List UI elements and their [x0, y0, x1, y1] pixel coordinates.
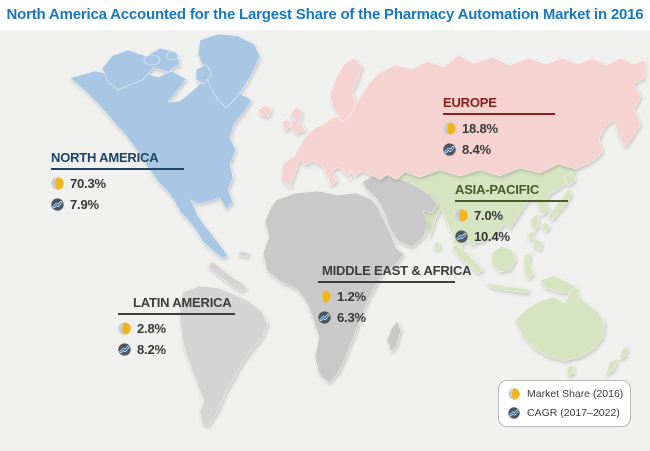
market-share-icon	[318, 290, 331, 303]
region-label-asia-pacific: ASIA-PACIFIC 7.0% 10.4%	[455, 182, 568, 244]
world-map-svg	[69, 33, 646, 427]
europe-landmass	[257, 54, 646, 189]
cagr-icon	[455, 230, 468, 243]
cagr-value: 8.4%	[462, 142, 491, 157]
market-share-row: 1.2%	[318, 289, 455, 304]
world-map	[0, 30, 650, 451]
cagr-row: 6.3%	[318, 310, 455, 325]
cagr-value: 7.9%	[70, 197, 99, 212]
cagr-icon	[118, 343, 131, 356]
cagr-icon	[51, 198, 64, 211]
middle-east-africa-landmass	[262, 173, 439, 384]
cagr-icon	[318, 311, 331, 324]
region-label-middle-east-africa: MIDDLE EAST & AFRICA 1.2% 6.3%	[318, 263, 472, 325]
region-name: LATIN AMERICA	[118, 295, 235, 315]
market-share-row: 7.0%	[455, 208, 568, 223]
legend-cagr-label: CAGR (2017–2022)	[527, 407, 620, 419]
cagr-value: 8.2%	[137, 342, 166, 357]
legend-market-share-label: Market Share (2016)	[527, 388, 624, 400]
asia-pacific-landmass	[392, 149, 629, 377]
market-share-icon	[508, 388, 520, 400]
legend-market-share: Market Share (2016)	[508, 388, 624, 400]
region-name: NORTH AMERICA	[51, 150, 184, 170]
market-share-icon	[443, 122, 456, 135]
cagr-row: 10.4%	[455, 229, 568, 244]
market-share-value: 1.2%	[337, 289, 366, 304]
market-share-value: 18.8%	[462, 121, 498, 136]
cagr-value: 10.4%	[474, 229, 510, 244]
cagr-row: 8.4%	[443, 142, 555, 157]
region-name: EUROPE	[443, 95, 555, 115]
cagr-icon	[443, 143, 456, 156]
region-label-latin-america: LATIN AMERICA 2.8% 8.2%	[118, 295, 235, 357]
market-share-row: 18.8%	[443, 121, 555, 136]
market-share-value: 2.8%	[137, 321, 166, 336]
latin-america-landmass	[179, 250, 269, 427]
region-name: ASIA-PACIFIC	[455, 182, 568, 202]
market-share-value: 7.0%	[474, 208, 503, 223]
market-share-value: 70.3%	[70, 176, 106, 191]
page-title: North America Accounted for the Largest …	[6, 6, 644, 23]
market-share-row: 70.3%	[51, 176, 184, 191]
market-share-icon	[455, 209, 468, 222]
market-share-row: 2.8%	[118, 321, 235, 336]
cagr-row: 7.9%	[51, 197, 184, 212]
cagr-value: 6.3%	[337, 310, 366, 325]
title-bar: North America Accounted for the Largest …	[0, 0, 650, 30]
market-share-icon	[51, 177, 64, 190]
market-share-icon	[118, 322, 131, 335]
north-america-landmass	[69, 33, 261, 259]
region-label-north-america: NORTH AMERICA 70.3% 7.9%	[51, 150, 184, 212]
region-label-europe: EUROPE 18.8% 8.4%	[443, 95, 555, 157]
region-name: MIDDLE EAST & AFRICA	[318, 263, 472, 283]
legend-cagr: CAGR (2017–2022)	[508, 407, 621, 419]
cagr-icon	[508, 407, 520, 419]
legend: Market Share (2016) CAGR (2017–2022)	[498, 380, 631, 427]
cagr-row: 8.2%	[118, 342, 235, 357]
